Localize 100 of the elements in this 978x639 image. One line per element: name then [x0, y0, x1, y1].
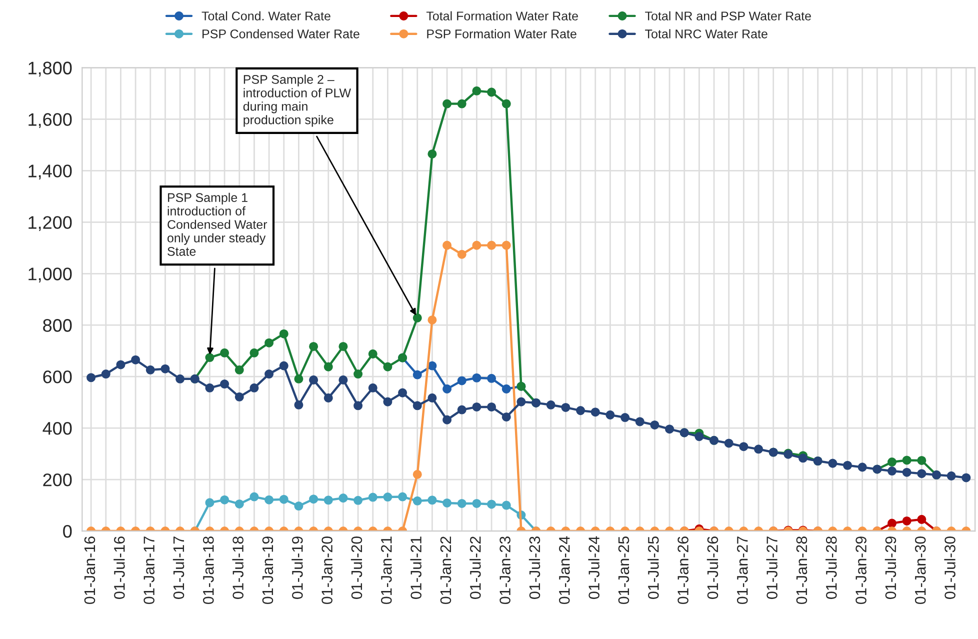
point — [338, 494, 348, 503]
point — [442, 240, 452, 250]
point — [487, 374, 496, 383]
point — [576, 406, 586, 416]
x-tick-label: 01-Jan-20 — [322, 536, 332, 604]
x-tick-label: 01-Jan-21 — [380, 536, 392, 604]
point — [86, 373, 96, 382]
point — [561, 402, 570, 412]
point — [294, 400, 304, 410]
point — [309, 342, 318, 351]
x-tick-label: 01-Jul-18 — [232, 536, 244, 599]
point — [620, 412, 630, 422]
point — [902, 468, 912, 477]
point — [739, 442, 748, 452]
legend-label: PSP Condensed Water Rate — [202, 29, 360, 38]
point — [635, 417, 644, 426]
point — [412, 313, 422, 322]
point — [234, 392, 244, 402]
annotation: PSP Sample 2 – introduction of PLW during main production spike — [243, 74, 351, 127]
point — [917, 456, 926, 466]
point — [590, 408, 600, 417]
y-tick-label: 200 — [43, 473, 72, 486]
point — [842, 460, 852, 470]
point — [887, 466, 897, 476]
x-tick-label: 01-Jul-25 — [648, 536, 659, 599]
point — [264, 338, 274, 348]
point — [368, 349, 378, 358]
point — [412, 401, 422, 410]
annotation: PSP Sample 1 introduction of Condensed Water only under steady State — [168, 192, 268, 256]
point — [487, 240, 496, 250]
point — [754, 444, 764, 454]
point — [442, 415, 452, 424]
point — [502, 240, 511, 250]
point — [412, 370, 422, 380]
point — [665, 424, 674, 434]
point — [368, 383, 378, 392]
point — [250, 383, 259, 392]
point — [472, 240, 482, 250]
point — [694, 432, 704, 442]
point — [502, 384, 511, 394]
point — [205, 353, 214, 362]
x-tick-label: 01-Jul-21 — [410, 536, 422, 599]
x-tick-label: 01-Jan-22 — [440, 536, 452, 604]
x-tick-label: 01-Jul-29 — [884, 536, 896, 599]
point — [502, 500, 511, 510]
point — [354, 496, 363, 505]
x-tick-label: 01-Jan-24 — [558, 536, 570, 604]
x-tick-label: 01-Jan-30 — [914, 536, 926, 604]
point — [457, 498, 466, 508]
x-tick-label: 01-Jul-26 — [706, 536, 718, 599]
x-tick-label: 01-Jan-26 — [678, 536, 688, 604]
point — [428, 393, 437, 402]
point — [487, 402, 496, 412]
y-tick-label: 0 — [63, 524, 72, 538]
point — [250, 348, 259, 358]
x-tick-label: 01-Jan-16 — [84, 536, 96, 604]
point — [858, 462, 867, 472]
point — [279, 494, 288, 504]
x-tick-label: 01-Jul-27 — [766, 536, 778, 599]
point — [412, 496, 422, 506]
point — [294, 502, 304, 511]
point — [264, 495, 274, 504]
point — [472, 373, 482, 382]
y-tick-label: 400 — [42, 422, 72, 435]
point — [798, 454, 808, 463]
point — [234, 365, 244, 374]
point — [234, 499, 244, 508]
point — [205, 383, 214, 392]
point — [650, 420, 660, 430]
point — [946, 471, 956, 480]
point — [457, 405, 466, 414]
x-tick-label: 01-Jan-29 — [856, 536, 866, 604]
point — [472, 498, 482, 508]
x-tick-label: 01-Jan-19 — [262, 536, 274, 604]
point — [160, 364, 170, 374]
point — [354, 369, 363, 379]
point — [398, 388, 408, 398]
x-tick-label: 01-Jan-25 — [618, 536, 630, 604]
x-tick-label: 01-Jan-27 — [736, 536, 748, 604]
point — [442, 384, 452, 394]
point — [279, 329, 288, 338]
x-tick-label: 01-Jul-19 — [292, 536, 303, 599]
y-tick-label: 800 — [43, 319, 72, 332]
point — [264, 369, 274, 379]
x-tick-label: 01-Jul-30 — [944, 536, 956, 599]
point — [338, 342, 348, 351]
point — [176, 374, 185, 384]
point — [902, 516, 912, 526]
point — [309, 375, 318, 384]
point — [220, 348, 230, 358]
x-tick-label: 01-Jul-22 — [470, 536, 481, 599]
point — [516, 397, 526, 406]
point — [457, 250, 466, 259]
point — [324, 362, 333, 372]
point — [146, 365, 155, 374]
point — [724, 438, 734, 448]
point — [887, 518, 897, 528]
point — [101, 369, 110, 379]
point — [131, 355, 140, 364]
legend-label: Total NRC Water Rate — [645, 29, 768, 38]
